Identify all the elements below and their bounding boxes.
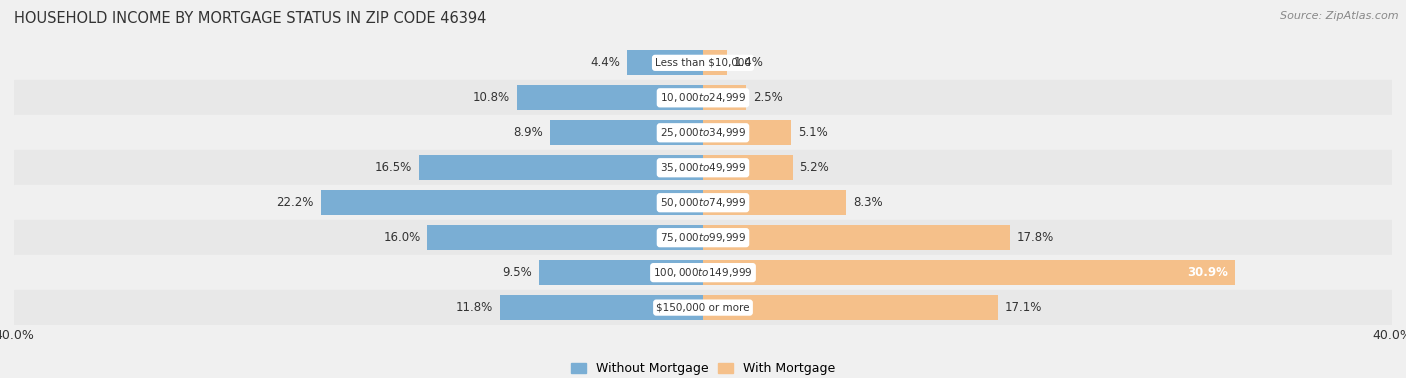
Bar xyxy=(703,190,846,215)
Bar xyxy=(703,85,747,110)
Bar xyxy=(627,50,703,76)
Text: $50,000 to $74,999: $50,000 to $74,999 xyxy=(659,196,747,209)
Bar xyxy=(14,45,1392,81)
Text: $10,000 to $24,999: $10,000 to $24,999 xyxy=(659,91,747,104)
Bar xyxy=(14,255,1392,290)
Text: HOUSEHOLD INCOME BY MORTGAGE STATUS IN ZIP CODE 46394: HOUSEHOLD INCOME BY MORTGAGE STATUS IN Z… xyxy=(14,11,486,26)
Bar xyxy=(550,120,703,146)
Bar xyxy=(703,120,790,146)
Text: 9.5%: 9.5% xyxy=(503,266,533,279)
Bar xyxy=(14,290,1392,325)
Bar xyxy=(321,190,703,215)
Text: $150,000 or more: $150,000 or more xyxy=(657,303,749,313)
Text: 5.1%: 5.1% xyxy=(797,126,828,139)
Text: 17.1%: 17.1% xyxy=(1004,301,1042,314)
Text: 4.4%: 4.4% xyxy=(591,56,620,69)
Bar xyxy=(14,81,1392,115)
Bar xyxy=(703,295,997,320)
Text: $25,000 to $34,999: $25,000 to $34,999 xyxy=(659,126,747,139)
Text: 5.2%: 5.2% xyxy=(800,161,830,174)
Text: 17.8%: 17.8% xyxy=(1017,231,1053,244)
Text: $100,000 to $149,999: $100,000 to $149,999 xyxy=(654,266,752,279)
Bar xyxy=(703,225,1010,250)
Text: 30.9%: 30.9% xyxy=(1188,266,1229,279)
Text: 22.2%: 22.2% xyxy=(277,196,314,209)
Text: 8.9%: 8.9% xyxy=(513,126,543,139)
Text: Source: ZipAtlas.com: Source: ZipAtlas.com xyxy=(1281,11,1399,21)
Bar xyxy=(419,155,703,180)
Text: 1.4%: 1.4% xyxy=(734,56,763,69)
Text: 11.8%: 11.8% xyxy=(456,301,494,314)
Text: 2.5%: 2.5% xyxy=(754,91,783,104)
Bar xyxy=(14,150,1392,185)
Bar xyxy=(703,260,1236,285)
Bar xyxy=(14,115,1392,150)
Bar xyxy=(517,85,703,110)
Text: Less than $10,000: Less than $10,000 xyxy=(655,58,751,68)
Text: 10.8%: 10.8% xyxy=(472,91,510,104)
Bar xyxy=(540,260,703,285)
Bar xyxy=(703,155,793,180)
Bar xyxy=(703,50,727,76)
Bar xyxy=(427,225,703,250)
Bar xyxy=(14,220,1392,255)
Bar xyxy=(14,185,1392,220)
Text: 8.3%: 8.3% xyxy=(853,196,883,209)
Text: $75,000 to $99,999: $75,000 to $99,999 xyxy=(659,231,747,244)
Text: 16.5%: 16.5% xyxy=(374,161,412,174)
Bar xyxy=(499,295,703,320)
Text: 16.0%: 16.0% xyxy=(384,231,420,244)
Legend: Without Mortgage, With Mortgage: Without Mortgage, With Mortgage xyxy=(565,357,841,378)
Text: $35,000 to $49,999: $35,000 to $49,999 xyxy=(659,161,747,174)
